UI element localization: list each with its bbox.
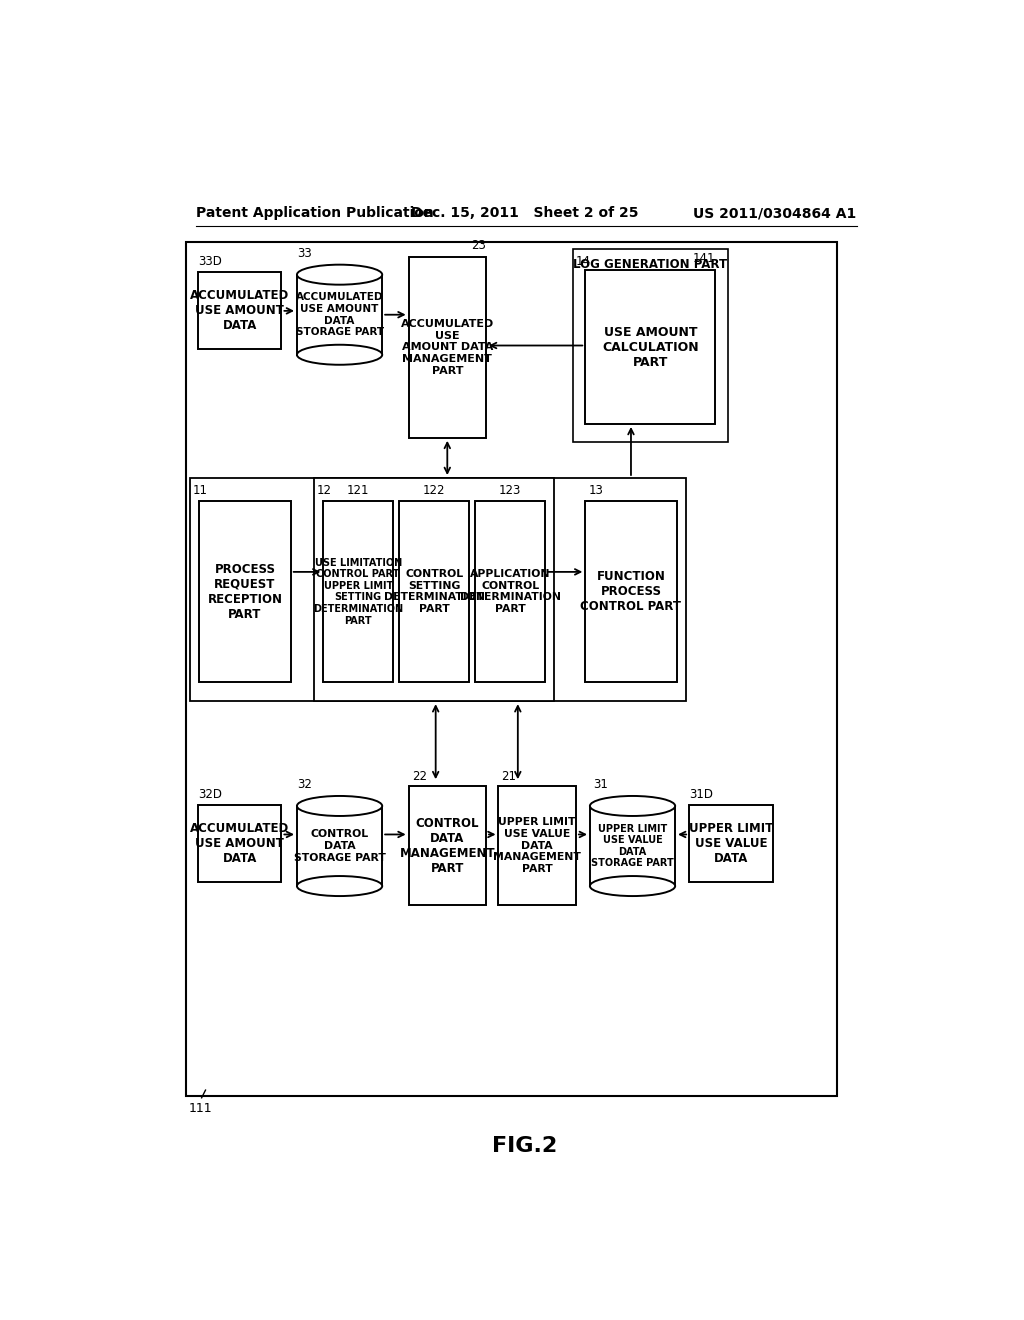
Bar [297, 275, 382, 355]
Text: 122: 122 [423, 484, 445, 498]
Bar [409, 257, 486, 438]
Bar [586, 271, 716, 424]
Text: 11: 11 [194, 484, 208, 498]
Text: UPPER LIMIT
USE VALUE
DATA
STORAGE PART: UPPER LIMIT USE VALUE DATA STORAGE PART [591, 824, 674, 869]
Text: 121: 121 [347, 484, 370, 498]
Ellipse shape [590, 876, 675, 896]
Text: 32: 32 [297, 779, 312, 792]
Ellipse shape [297, 264, 382, 285]
Text: LOG GENERATION PART: LOG GENERATION PART [573, 259, 727, 271]
Text: 33: 33 [297, 247, 311, 260]
Text: Patent Application Publication: Patent Application Publication [197, 206, 434, 220]
Text: FUNCTION
PROCESS
CONTROL PART: FUNCTION PROCESS CONTROL PART [581, 570, 682, 612]
Text: ACCUMULATED
USE
AMOUNT DATA
MANAGEMENT
PART: ACCUMULATED USE AMOUNT DATA MANAGEMENT P… [400, 319, 494, 376]
Bar [399, 502, 469, 682]
Text: ACCUMULATED
USE AMOUNT
DATA: ACCUMULATED USE AMOUNT DATA [190, 289, 289, 333]
Bar [586, 502, 677, 682]
Text: 13: 13 [589, 484, 603, 498]
Text: ACCUMULATED
USE AMOUNT
DATA
STORAGE PART: ACCUMULATED USE AMOUNT DATA STORAGE PART [296, 292, 384, 337]
Text: ACCUMULATED
USE AMOUNT
DATA: ACCUMULATED USE AMOUNT DATA [190, 822, 289, 865]
Bar [689, 805, 773, 882]
Text: 123: 123 [499, 484, 521, 498]
Ellipse shape [297, 345, 382, 364]
Text: 12: 12 [317, 484, 332, 498]
Bar [200, 502, 291, 682]
Text: UPPER LIMIT
USE VALUE
DATA
MANAGEMENT
PART: UPPER LIMIT USE VALUE DATA MANAGEMENT PA… [494, 817, 582, 874]
Text: USE AMOUNT
CALCULATION
PART: USE AMOUNT CALCULATION PART [602, 326, 698, 368]
Text: PROCESS
REQUEST
RECEPTION
PART: PROCESS REQUEST RECEPTION PART [208, 562, 283, 620]
Bar [198, 272, 282, 350]
Text: Dec. 15, 2011   Sheet 2 of 25: Dec. 15, 2011 Sheet 2 of 25 [411, 206, 639, 220]
Text: CONTROL
DATA
MANAGEMENT
PART: CONTROL DATA MANAGEMENT PART [399, 817, 496, 875]
Text: 14: 14 [575, 256, 591, 268]
Ellipse shape [297, 876, 382, 896]
Text: US 2011/0304864 A1: US 2011/0304864 A1 [693, 206, 856, 220]
Bar [409, 785, 486, 906]
Ellipse shape [590, 796, 675, 816]
Bar [297, 807, 382, 886]
Text: USE LIMITATION
CONTROL PART
UPPER LIMIT
SETTING
DETERMINATION
PART: USE LIMITATION CONTROL PART UPPER LIMIT … [313, 557, 403, 626]
Text: 31: 31 [593, 779, 608, 792]
Text: 33D: 33D [198, 255, 221, 268]
Text: 31D: 31D [689, 788, 713, 800]
Bar [190, 478, 686, 701]
Text: 22: 22 [412, 770, 427, 783]
Bar [314, 478, 554, 701]
Text: 32D: 32D [198, 788, 222, 800]
Ellipse shape [297, 796, 382, 816]
Text: CONTROL
DATA
STORAGE PART: CONTROL DATA STORAGE PART [294, 829, 385, 862]
Bar [324, 502, 393, 682]
Text: 23: 23 [471, 239, 486, 252]
Text: 21: 21 [502, 770, 516, 783]
Bar [590, 807, 675, 886]
Bar [186, 242, 838, 1096]
Text: UPPER LIMIT
USE VALUE
DATA: UPPER LIMIT USE VALUE DATA [689, 822, 773, 865]
Bar [475, 502, 545, 682]
Text: 141: 141 [693, 252, 716, 265]
Text: CONTROL
SETTING
DETERMINATION
PART: CONTROL SETTING DETERMINATION PART [384, 569, 484, 614]
Bar [198, 805, 282, 882]
Text: FIG.2: FIG.2 [493, 1137, 557, 1156]
Bar [572, 249, 728, 442]
Bar [499, 785, 575, 906]
Text: 111: 111 [188, 1102, 212, 1114]
Text: APPLICATION
CONTROL
DETERMINATION
PART: APPLICATION CONTROL DETERMINATION PART [460, 569, 560, 614]
